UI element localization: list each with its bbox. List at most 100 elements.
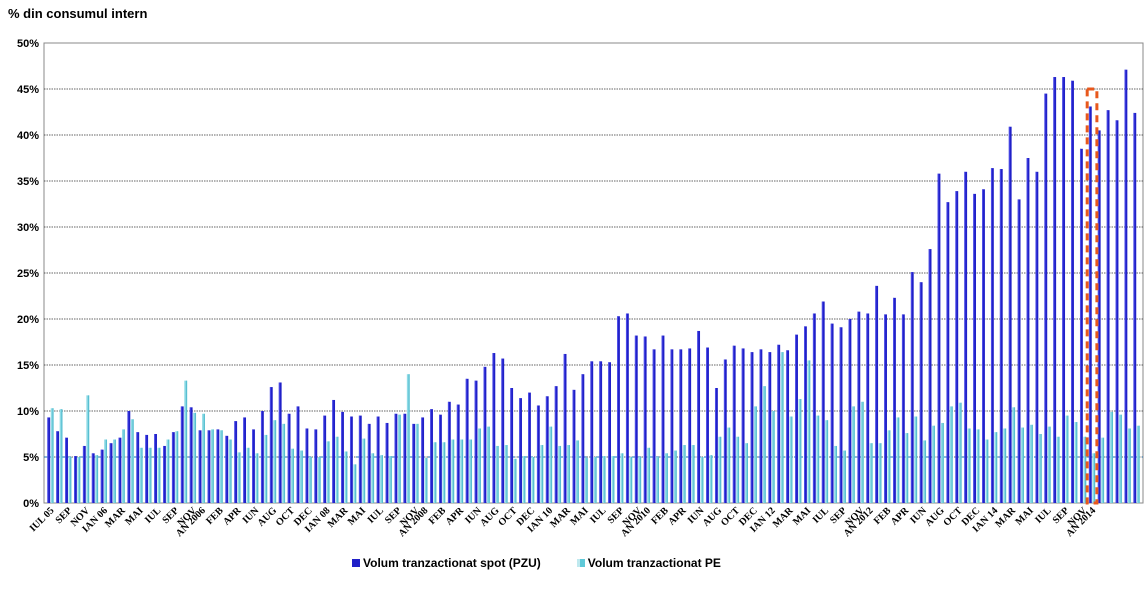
bar-spot-highlight — [474, 380, 476, 503]
bar-pe — [380, 455, 383, 503]
bar-spot-highlight — [91, 453, 93, 503]
x-tick-label: IUL — [588, 505, 609, 526]
bar-spot-highlight — [581, 374, 583, 503]
bar-pe — [86, 395, 90, 503]
bar-spot-highlight — [688, 348, 690, 503]
x-tick-label: APR — [889, 505, 912, 528]
bar-spot — [768, 352, 772, 503]
bar-pe-shade — [969, 428, 971, 503]
bar-spot-highlight — [189, 407, 191, 503]
bar-pe — [932, 425, 935, 503]
bar-spot-highlight — [706, 347, 708, 503]
bar-pe — [673, 450, 677, 503]
bar-spot — [625, 313, 629, 503]
bar-pe-shade — [506, 445, 508, 503]
bar-spot — [234, 421, 238, 503]
bar-pe — [851, 406, 855, 503]
x-tick-label: MAI — [346, 505, 368, 527]
bar-spot-highlight — [759, 349, 761, 503]
bar-spot — [884, 314, 887, 503]
bar-pe-shade — [479, 428, 481, 503]
bar-spot — [100, 449, 104, 503]
bar-spot-highlight — [990, 168, 992, 503]
bar-pe-shade — [1102, 437, 1105, 503]
bar-spot-highlight — [510, 388, 512, 503]
bar-spot-highlight — [554, 386, 556, 503]
bar-spot-highlight — [260, 411, 262, 503]
y-tick-label: 5% — [23, 452, 39, 464]
bar-pe-shade — [1022, 427, 1024, 503]
bar-pe — [789, 416, 793, 503]
bar-spot — [323, 415, 327, 503]
bar-spot — [866, 313, 870, 503]
bar-spot-highlight — [670, 349, 672, 503]
bar-pe-shade — [1120, 414, 1122, 503]
bar-pe-shade — [1031, 424, 1033, 503]
bar-pe-shade — [880, 443, 882, 503]
bar-spot — [1017, 199, 1021, 503]
bar-pe-shade — [1067, 415, 1069, 503]
bar-spot-highlight — [145, 434, 147, 503]
bar-pe — [59, 409, 63, 503]
bar-spot — [252, 429, 255, 503]
bar-spot — [1097, 130, 1101, 503]
bar-pe — [442, 442, 446, 503]
bar-pe-shade — [684, 445, 686, 503]
bar-pe — [522, 456, 526, 503]
bar-spot-highlight — [955, 191, 957, 503]
bar-spot — [608, 362, 612, 503]
bar-pe — [914, 416, 918, 503]
bar-spot-highlight — [608, 362, 610, 503]
bar-spot — [821, 301, 825, 503]
bar-spot — [136, 432, 140, 503]
bar-spot-highlight — [910, 272, 912, 503]
bar-spot-highlight — [590, 361, 592, 503]
bar-spot-highlight — [216, 429, 218, 503]
bar-spot — [910, 272, 914, 503]
bar-spot-highlight — [1026, 158, 1028, 503]
bar-pe-shade — [265, 434, 268, 503]
bar-spot-highlight — [341, 411, 343, 503]
bar-pe — [718, 436, 722, 503]
bar-spot-highlight — [127, 411, 129, 503]
bar-spot — [519, 398, 522, 503]
bar-spot — [652, 349, 656, 503]
bar-pe — [549, 426, 553, 503]
bar-pe-shade — [951, 406, 953, 503]
bar-spot — [1026, 158, 1030, 503]
bar-spot — [982, 189, 985, 503]
bar-pe-shade — [1093, 453, 1096, 503]
bar-pe — [1021, 427, 1024, 503]
bar-spot — [1008, 126, 1012, 503]
bar-spot — [82, 445, 86, 503]
bar-spot — [893, 297, 896, 503]
x-tick-label: APR — [221, 505, 244, 528]
bar-pe-shade — [176, 431, 179, 503]
bar-pe — [985, 439, 989, 503]
bar-pe-shade — [1013, 407, 1016, 503]
bar-pe — [878, 443, 882, 503]
bar-pe — [424, 457, 428, 503]
bar-pe — [593, 457, 597, 503]
bar-pe — [558, 445, 562, 503]
bar-pe-shade — [746, 443, 748, 503]
bar-spot-highlight — [207, 430, 209, 503]
bar-pe — [1101, 437, 1105, 503]
bar-spot — [47, 417, 51, 503]
bar-pe — [762, 386, 766, 503]
bar-pe-shade — [960, 402, 962, 503]
bar-spot-highlight — [928, 249, 930, 503]
bar-spot — [706, 347, 709, 503]
bar-pe — [148, 447, 152, 503]
bar-spot-highlight — [243, 417, 245, 503]
bar-spot — [483, 366, 487, 503]
bar-pe — [139, 447, 143, 503]
bar-pe — [1003, 428, 1007, 503]
bar-spot-highlight — [901, 314, 903, 503]
bar-spot-highlight — [652, 349, 654, 503]
bar-spot-highlight — [1106, 110, 1108, 503]
bar-spot — [1106, 110, 1110, 503]
bar-pe — [1127, 428, 1131, 503]
x-tick-label: OCT — [942, 505, 965, 528]
bar-spot — [528, 392, 531, 503]
